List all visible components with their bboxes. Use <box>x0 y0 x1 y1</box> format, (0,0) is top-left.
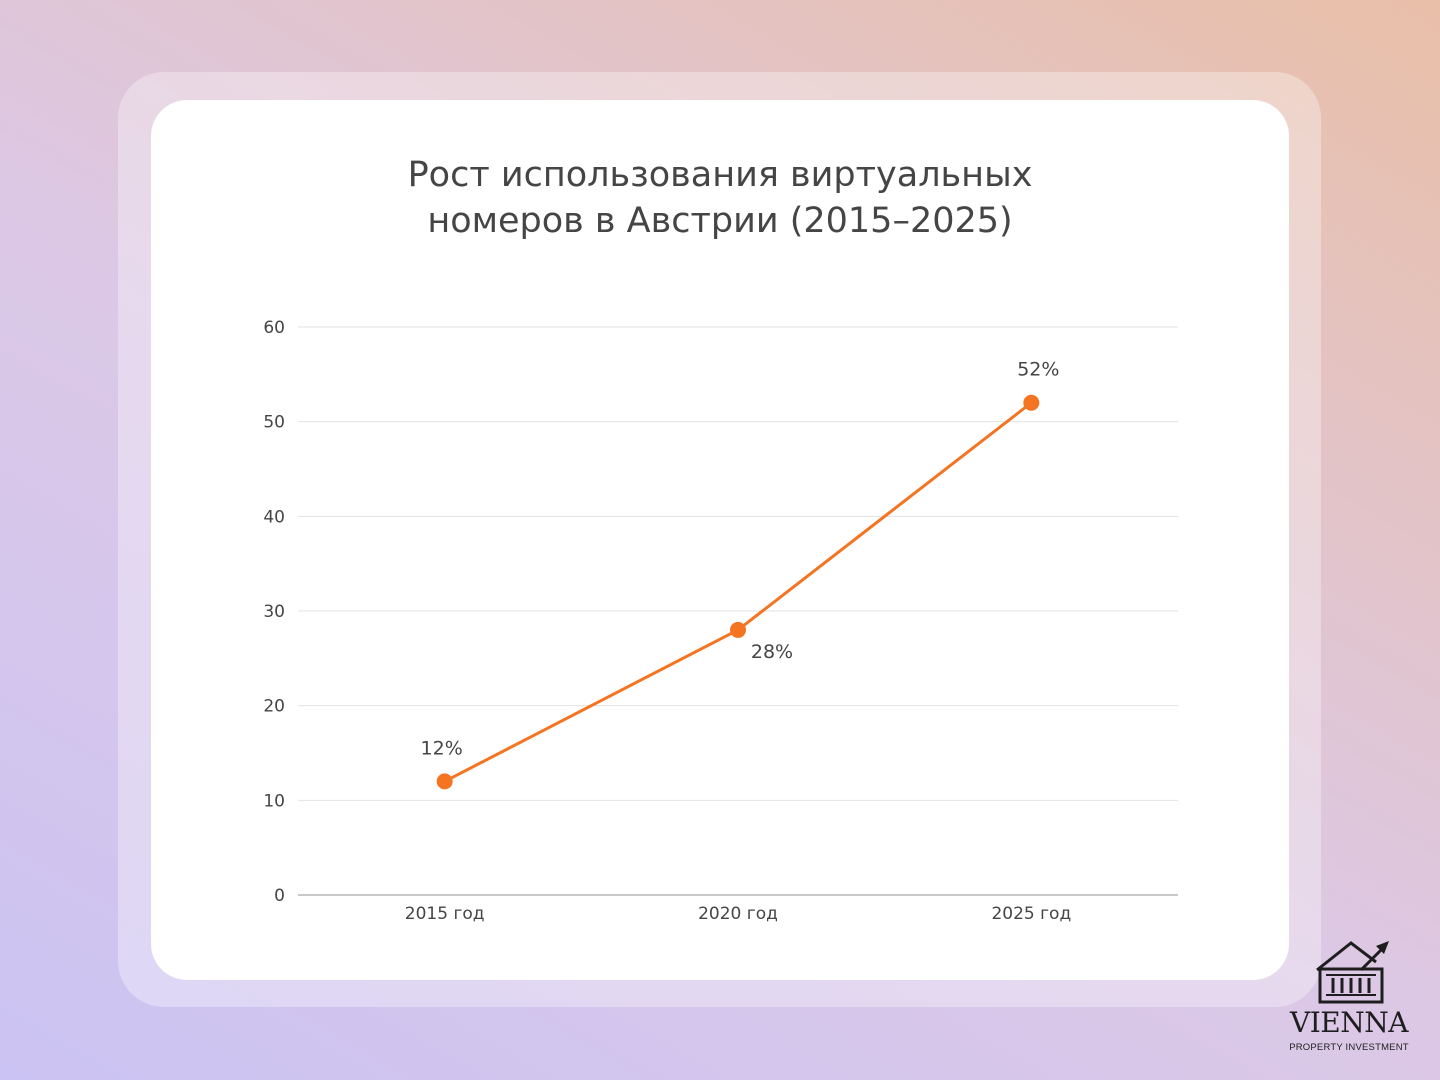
data-point <box>730 621 746 638</box>
data-point <box>1023 394 1040 411</box>
data-label: 28% <box>751 641 793 663</box>
data-point <box>436 773 453 790</box>
x-tick-label: 2015 год <box>405 904 485 924</box>
data-label: 52% <box>1017 359 1059 381</box>
chart-title: Рост использования виртуальных номеров в… <box>151 152 1289 244</box>
data-label: 12% <box>421 737 463 759</box>
brand-tagline: PROPERTY INVESTMENT <box>1289 1042 1409 1053</box>
y-tick-label: 30 <box>263 602 285 622</box>
x-tick-label: 2020 год <box>698 904 778 924</box>
y-tick-label: 60 <box>263 318 285 338</box>
y-tick-label: 0 <box>274 886 285 906</box>
chart-title-line-2: номеров в Австрии (2015–2025) <box>427 201 1013 241</box>
y-tick-label: 50 <box>263 413 285 433</box>
series-line <box>443 401 1033 783</box>
y-tick-label: 20 <box>263 697 285 717</box>
chart-card <box>151 100 1289 980</box>
x-axis-ticks: 2015 год 2020 год 2025 год <box>405 904 1071 924</box>
data-labels: 12% 28% 52% <box>421 359 1060 760</box>
x-tick-label: 2025 год <box>991 904 1071 924</box>
y-tick-label: 10 <box>263 791 285 811</box>
brand-name: VIENNA <box>1290 1006 1408 1039</box>
chart-title-line-1: Рост использования виртуальных <box>407 155 1033 195</box>
y-axis-ticks: 0 10 20 30 40 50 60 <box>263 318 285 906</box>
y-tick-label: 40 <box>263 507 285 527</box>
series <box>436 394 1040 790</box>
gridlines <box>298 326 1178 896</box>
bank-building-icon <box>1316 941 1389 1004</box>
